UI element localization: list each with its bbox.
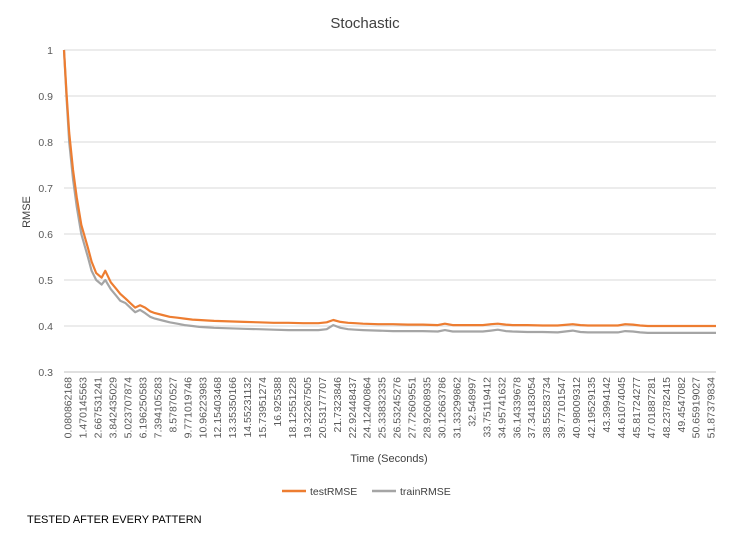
x-axis-title: Time (Seconds)	[350, 453, 427, 465]
x-tick-label: 37.34183054	[526, 377, 538, 438]
y-tick-label: 0.8	[38, 137, 53, 149]
x-tick-label: 13.35350166	[227, 377, 239, 438]
x-tick-label: 30.12663786	[437, 377, 449, 438]
series-line-trainRMSE	[62, 49, 716, 334]
x-tick-label: 27.72609551	[407, 377, 419, 438]
x-tick-label: 21.7323846	[332, 377, 344, 433]
x-tick-label: 34.95741632	[496, 377, 508, 438]
x-tick-label: 3.842435029	[108, 377, 120, 438]
x-tick-label: 6.196250583	[137, 377, 149, 438]
x-tick-label: 39.77101547	[556, 377, 568, 438]
x-tick-label: 25.33832335	[377, 377, 389, 438]
y-tick-label: 0.7	[38, 183, 53, 195]
x-tick-label: 14.55231132	[242, 377, 254, 438]
x-tick-label: 22.92448437	[347, 377, 359, 438]
x-tick-label: 47.01887281	[646, 377, 658, 438]
x-tick-label: 40.98009312	[571, 377, 583, 438]
x-tick-label: 10.96223983	[197, 377, 209, 438]
x-tick-label: 5.023707874	[122, 377, 134, 438]
y-tick-label: 0.6	[38, 229, 53, 241]
x-tick-label: 38.55283734	[541, 377, 553, 438]
x-tick-label: 12.15403468	[212, 377, 224, 438]
x-tick-label: 32.548997	[466, 377, 478, 427]
legend-label-train: trainRMSE	[400, 486, 451, 498]
x-tick-label: 48.23782415	[661, 377, 673, 438]
x-tick-label: 26.53245276	[392, 377, 404, 438]
x-tick-label: 50.65919027	[691, 377, 703, 438]
chart: Stochastic 0.3 0.4 0.5 0.6 0.7 0.8 0.9 1 0.0808…	[21, 15, 718, 498]
x-tick-label: 20.53177707	[317, 377, 329, 438]
x-tick-label: 44.61074045	[616, 377, 628, 438]
x-tick-label: 42.19529135	[586, 377, 598, 438]
x-tick-label: 49.4547082	[676, 377, 688, 433]
legend-label-test: testRMSE	[310, 486, 357, 498]
y-tick-label: 0.3	[38, 367, 53, 379]
series-line-testRMSE	[62, 49, 716, 328]
x-tick-label: 1.470145563	[78, 377, 90, 438]
y-tick-label: 1	[47, 45, 53, 57]
gridlines	[64, 49, 716, 373]
legend: testRMSE trainRMSE	[282, 486, 451, 498]
x-tick-label: 28.92608935	[422, 377, 434, 438]
x-tick-label: 7.394105283	[152, 377, 164, 438]
y-tick-labels: 0.3 0.4 0.5 0.6 0.7 0.8 0.9 1	[38, 45, 53, 379]
footer-note: TESTED AFTER EVERY PATTERN	[27, 514, 202, 526]
x-tick-label: 51.87379834	[706, 377, 718, 438]
x-tick-label: 45.81724277	[631, 377, 643, 438]
x-tick-label: 8.57870527	[167, 377, 179, 433]
y-tick-label: 0.9	[38, 91, 53, 103]
x-tick-labels: 0.080862168 1.470145563 2.667531241 3.84243…	[63, 377, 718, 438]
x-tick-label: 16.925388	[272, 377, 284, 427]
x-tick-label: 18.12551228	[287, 377, 299, 438]
x-tick-label: 19.32267505	[302, 377, 314, 438]
x-tick-label: 9.771019746	[182, 377, 194, 438]
x-tick-label: 24.12400864	[362, 377, 374, 438]
series-lines	[62, 49, 716, 334]
y-tick-label: 0.4	[38, 321, 53, 333]
x-tick-label: 31.33299862	[451, 377, 463, 438]
x-tick-label: 43.3994142	[601, 377, 613, 433]
x-tick-label: 2.667531241	[93, 377, 105, 438]
y-axis-title: RMSE	[21, 196, 33, 228]
chart-title: Stochastic	[330, 15, 400, 32]
x-tick-label: 36.14339678	[511, 377, 523, 438]
x-tick-label: 15.73951274	[257, 377, 269, 438]
y-tick-label: 0.5	[38, 275, 53, 287]
x-tick-label: 0.080862168	[63, 377, 75, 438]
x-tick-label: 33.75119412	[481, 377, 493, 438]
